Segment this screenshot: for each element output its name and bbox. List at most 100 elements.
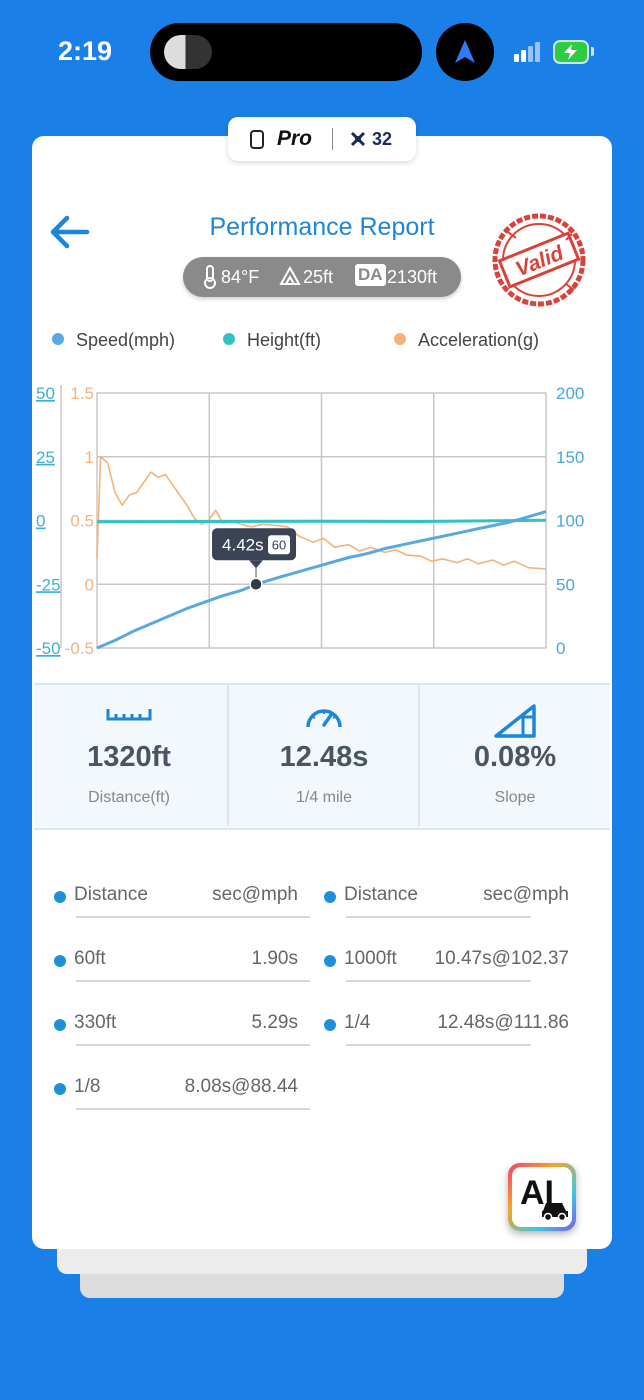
dynamic-island[interactable] <box>150 23 422 81</box>
acceleration-line <box>96 456 547 570</box>
stat-time-value: 12.48s <box>279 741 369 773</box>
y-tick-acceleration: 1 <box>85 448 94 467</box>
page-title: Performance Report <box>209 213 435 241</box>
y-tick-speed: 200 <box>556 384 584 403</box>
live-activity-avatar <box>164 35 212 69</box>
y-tick-acceleration: -0.5 <box>65 639 94 658</box>
legend-acceleration: Acceleration(g) <box>394 330 539 351</box>
y-tick-acceleration: 1.5 <box>70 384 94 403</box>
split-value: 12.48s@111.86 <box>437 1012 569 1033</box>
bullet-dot <box>54 891 66 903</box>
marker-time: 4.42s <box>222 535 264 554</box>
splits-header-right: Distance sec@mph <box>324 872 569 936</box>
y-tick-height: 50 <box>36 384 55 403</box>
stat-divider <box>418 685 420 826</box>
divider <box>76 916 310 918</box>
marker-speed-badge <box>268 535 291 555</box>
splits-header-left: Distance sec@mph <box>54 872 310 936</box>
run-count: 32 <box>372 129 393 149</box>
divider <box>332 128 333 150</box>
ruler-icon <box>106 709 152 721</box>
y-tick-speed: 50 <box>556 575 575 594</box>
marker-tooltip-pointer <box>249 560 264 569</box>
altitude: 25ft <box>303 267 334 287</box>
bullet-dot <box>324 955 336 967</box>
stats-panel: 1320ft Distance(ft) 12.48s 1/4 mile 0.08… <box>34 683 610 830</box>
legend-height-label: Height(ft) <box>247 330 322 350</box>
y-tick-height: 0 <box>36 512 45 531</box>
performance-chart[interactable]: 50 25 0 -25 -50 1.5 1 0.5 0 -0.5 200 150 100 50 0 4.42… <box>0 370 644 660</box>
navigation-arrow-icon[interactable] <box>436 23 494 81</box>
y-tick-speed: 150 <box>556 448 584 467</box>
marker-speed: 60 <box>272 537 286 552</box>
divider <box>346 1044 531 1046</box>
split-value: 10.47s@102.37 <box>434 948 569 969</box>
split-distance: 1000ft <box>344 948 397 969</box>
valid-stamp: Valid <box>492 213 586 307</box>
legend-speed-swatch <box>52 333 64 345</box>
divider <box>76 980 310 982</box>
split-row: 1/4 12.48s@111.86 <box>324 1000 569 1064</box>
divider <box>76 1044 310 1046</box>
bullet-dot <box>54 1083 66 1095</box>
legend-height: Height(ft) <box>223 330 321 351</box>
split-row: 330ft 5.29s <box>54 1000 310 1064</box>
divider <box>346 980 531 982</box>
stat-time-label: 1/4 mile <box>295 789 353 806</box>
stat-slope-value: 0.08% <box>473 741 557 773</box>
y-tick-acceleration: 0.5 <box>70 512 94 531</box>
marker-dot <box>249 577 263 591</box>
legend-acceleration-label: Acceleration(g) <box>418 330 540 350</box>
speedometer-icon <box>306 709 342 728</box>
stat-slope: 0.08% Slope <box>420 685 610 826</box>
legend-speed-label: Speed(mph) <box>76 330 176 350</box>
splits-header-value: sec@mph <box>212 884 298 905</box>
bullet-dot <box>324 891 336 903</box>
split-distance: 330ft <box>74 1012 117 1033</box>
splits-header-distance: Distance <box>344 884 418 905</box>
split-value: 8.08s@88.44 <box>184 1076 298 1097</box>
y-tick-acceleration: 0 <box>85 575 94 594</box>
divider <box>76 1108 310 1110</box>
phone-icon <box>250 130 264 149</box>
status-bar: 2:19 <box>0 0 644 105</box>
stat-divider <box>227 685 229 826</box>
y-tick-height: -25 <box>36 575 61 594</box>
split-row: 60ft 1.90s <box>54 936 310 1000</box>
pro-badge[interactable]: Pro 32 <box>228 117 416 161</box>
split-value: 1.90s <box>251 948 298 969</box>
back-arrow-icon[interactable] <box>48 214 90 250</box>
split-value: 5.29s <box>251 1012 298 1033</box>
height-line <box>96 518 547 524</box>
tire-icon <box>350 131 366 147</box>
y-tick-speed: 100 <box>556 512 584 531</box>
divider <box>346 916 531 918</box>
splits-header-value: sec@mph <box>483 884 569 905</box>
legend-acceleration-swatch <box>394 333 406 345</box>
splits-header-distance: Distance <box>74 884 148 905</box>
bullet-dot <box>54 955 66 967</box>
stat-slope-label: Slope <box>494 789 536 806</box>
bullet-dot <box>54 1019 66 1031</box>
slope-icon <box>494 704 536 738</box>
density-altitude: 2130ft <box>387 267 438 287</box>
y-tick-speed: 0 <box>556 639 565 658</box>
split-distance: 60ft <box>74 948 106 969</box>
battery-icon <box>553 40 589 64</box>
status-time: 2:19 <box>58 36 113 66</box>
y-tick-height: -50 <box>36 639 61 658</box>
split-row: 1000ft 10.47s@102.37 <box>324 936 569 1000</box>
split-row: 1/8 8.08s@88.44 <box>54 1064 310 1128</box>
bullet-dot <box>324 1019 336 1031</box>
ai-assistant-button[interactable]: AI <box>508 1163 576 1231</box>
stat-distance-label: Distance(ft) <box>88 789 170 806</box>
stat-distance-value: 1320ft <box>87 741 171 773</box>
stat-time: 12.48s 1/4 mile <box>229 685 419 826</box>
cellular-signal-icon <box>514 42 540 62</box>
car-icon <box>542 1203 568 1221</box>
split-distance: 1/4 <box>344 1012 371 1033</box>
legend-speed: Speed(mph) <box>52 330 175 351</box>
battery-tip <box>591 47 594 56</box>
da-label: DA <box>355 264 386 286</box>
stat-distance: 1320ft Distance(ft) <box>34 685 224 826</box>
